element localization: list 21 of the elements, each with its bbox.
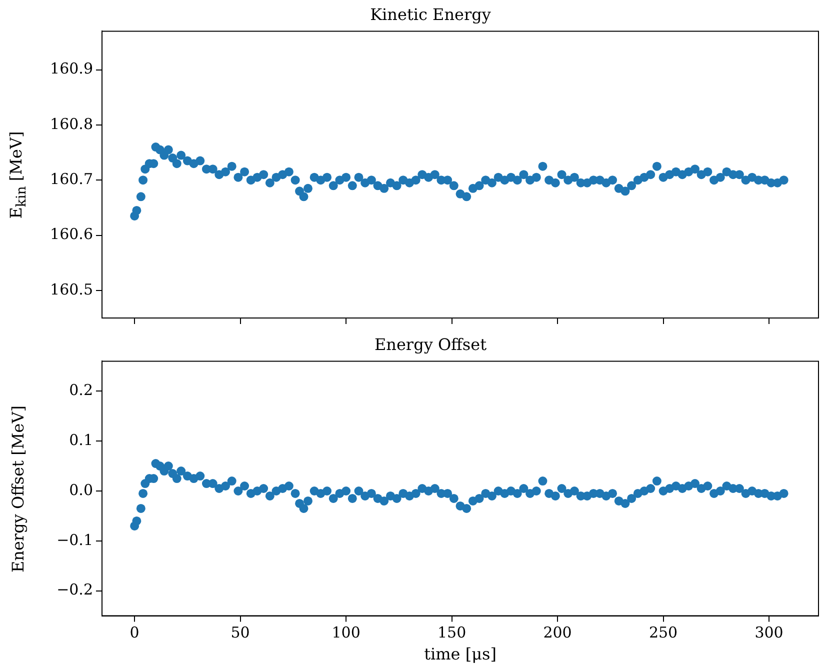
y-tick-label: 160.7 — [50, 170, 93, 188]
chart-title: Energy Offset — [374, 334, 488, 354]
x-tick-label: 0 — [130, 624, 140, 642]
y-tick-label: 160.8 — [50, 114, 93, 133]
y-tick-label: −0.1 — [56, 530, 93, 549]
y-tick-label: −0.2 — [56, 580, 93, 599]
y-tick-label: 0.2 — [69, 381, 93, 400]
y-axis-title: Energy Offset [MeV] — [8, 404, 28, 572]
x-tick-label: 250 — [648, 624, 678, 642]
y-tick-label: 160.9 — [50, 60, 93, 78]
y-tick-label: 0.0 — [69, 480, 93, 499]
x-axis-title: time [μs] — [424, 644, 496, 664]
x-tick-label: 150 — [437, 624, 466, 642]
x-tick-label: 100 — [332, 624, 360, 642]
x-tick-label: 200 — [543, 624, 572, 642]
x-tick-label: 50 — [230, 624, 250, 642]
chart-title: Kinetic Energy — [370, 4, 491, 24]
y-tick-label: 160.6 — [50, 225, 93, 244]
y-tick-label: 160.5 — [50, 280, 93, 298]
x-tick-label: 300 — [754, 624, 784, 642]
y-tick-label: 0.1 — [69, 430, 93, 449]
